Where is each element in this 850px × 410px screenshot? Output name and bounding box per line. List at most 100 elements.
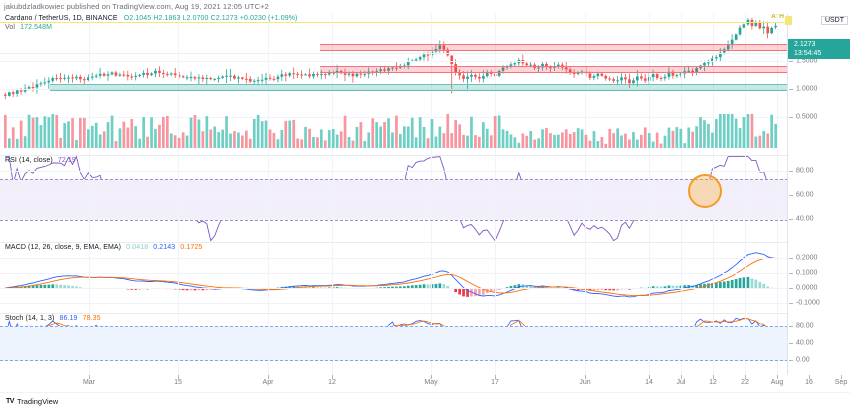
axis-tickmark	[789, 61, 793, 62]
time-axis-tickmark	[809, 375, 810, 379]
symbol-color-swatch	[785, 16, 792, 25]
gridline-h	[0, 195, 788, 196]
gridline-h	[0, 273, 788, 274]
price-legend-symbol[interactable]: Cardano / TetherUS, 1D, BINANCE	[5, 15, 118, 22]
current-price-time: 13:54:45	[794, 50, 822, 57]
price-tick-label: 1.5000	[796, 57, 818, 65]
gridline-v	[178, 242, 179, 313]
time-axis-label: Mar	[82, 379, 96, 386]
stochastic-plot-area[interactable]	[0, 313, 788, 375]
macd-tick-label: -0.1000	[796, 299, 820, 307]
macd-legend[interactable]: MACD (12, 26, close, 9, EMA, EMA) 0.0418…	[5, 244, 202, 251]
stoch-tick-label: 80.00	[796, 322, 814, 330]
gridline-v	[431, 313, 432, 375]
stoch-legend-k-value: 86.19	[59, 315, 78, 322]
gridline-v	[777, 155, 778, 242]
macd-legend-macd-value: 0.2143	[153, 244, 176, 251]
rsi-plot-area[interactable]	[0, 155, 788, 242]
support-zone[interactable]	[50, 84, 788, 91]
time-axis-tickmark	[745, 375, 746, 379]
macd-tick-label: 0.2000	[796, 254, 818, 262]
time-axis[interactable]: Mar 15 Apr 12 May 17 Jun 14 Jul 12 22 Aug 16 Sep	[0, 375, 850, 393]
gridline-v	[713, 242, 714, 313]
rsi-axis[interactable]: 80.00 60.00 40.00	[787, 155, 850, 242]
gridline-v	[585, 155, 586, 242]
time-axis-tickmark	[841, 375, 842, 379]
time-axis-label: 14	[645, 379, 653, 386]
rsi-legend-value: 72.19	[57, 157, 76, 164]
resistance-zone-upper[interactable]	[320, 44, 788, 51]
time-axis-tickmark	[332, 375, 333, 379]
tradingview-logo[interactable]: TV TradingView	[6, 397, 58, 406]
time-axis-label: 12	[328, 379, 336, 386]
gridline-v	[681, 242, 682, 313]
stoch-tick-label: 0.00	[796, 356, 810, 364]
gridline-v	[268, 313, 269, 375]
time-axis-label: Apr	[262, 379, 274, 386]
resistance-zone-lower[interactable]	[320, 66, 788, 73]
gridline-v	[495, 313, 496, 375]
volume-legend[interactable]: Vol 172.548M	[5, 24, 52, 31]
axis-tickmark	[789, 303, 793, 304]
gridline-h	[0, 288, 788, 289]
axis-tickmark	[789, 219, 793, 220]
stochastic-axis[interactable]: 80.00 40.00 0.00	[787, 313, 850, 375]
axis-tickmark	[789, 89, 793, 90]
axis-tickmark	[789, 343, 793, 344]
time-axis-label: 16	[805, 379, 813, 386]
price-legend[interactable]: Cardano / TetherUS, 1D, BINANCE O2.1045 …	[5, 15, 297, 22]
gridline-v	[178, 313, 179, 375]
price-axis[interactable]: USDT 2.1273 13:54:45 1.5000 1.0000 0.500…	[785, 14, 850, 155]
gridline-v	[713, 313, 714, 375]
macd-axis[interactable]: 0.2000 0.1000 0.0000 -0.1000	[787, 242, 850, 313]
time-axis-tickmark	[681, 375, 682, 379]
gridline-h	[0, 117, 788, 118]
price-pane[interactable]: ATH USDT 2.1273 13:54:45	[0, 14, 850, 156]
rsi-legend-label[interactable]: RSI (14, close)	[5, 157, 53, 164]
gridline-v	[268, 242, 269, 313]
gridline-v	[332, 155, 333, 242]
macd-legend-label[interactable]: MACD (12, 26, close, 9, EMA, EMA)	[5, 244, 122, 251]
stochastic-pane[interactable]: 80.00 40.00 0.00	[0, 313, 850, 376]
stoch-oversold-level	[0, 360, 788, 361]
stoch-legend-d-value: 78.35	[82, 315, 101, 322]
macd-tick-label: 0.1000	[796, 269, 818, 277]
tradingview-logo-word: TradingView	[16, 397, 59, 406]
macd-plot-area[interactable]	[0, 242, 788, 313]
rsi-tick-label: 40.00	[796, 215, 814, 223]
stoch-legend-label[interactable]: Stoch (14, 1, 3)	[5, 315, 55, 322]
rsi-highlight-circle-annotation[interactable]	[688, 174, 722, 208]
macd-legend-hist-value: 0.0418	[126, 244, 149, 251]
gridline-v	[332, 313, 333, 375]
time-axis-label: May	[424, 379, 438, 386]
gridline-v	[745, 313, 746, 375]
time-axis-tickmark	[268, 375, 269, 379]
axis-tickmark	[789, 117, 793, 118]
axis-tickmark	[789, 326, 793, 327]
time-axis-tickmark	[431, 375, 432, 379]
time-axis-tickmark	[495, 375, 496, 379]
stochastic-legend[interactable]: Stoch (14, 1, 3) 86.19 78.35	[5, 315, 101, 322]
price-plot-area[interactable]: ATH	[0, 14, 788, 155]
price-legend-ohlc: O2.1045 H2.1863 L2.0700 C2.1273 +0.0230 …	[123, 15, 298, 22]
time-axis-label: 17	[491, 379, 499, 386]
rsi-pane[interactable]: 80.00 60.00 40.00	[0, 155, 850, 243]
rsi-band	[0, 179, 788, 220]
gridline-v	[431, 242, 432, 313]
gridline-v	[745, 242, 746, 313]
time-axis-tickmark	[585, 375, 586, 379]
symbol-currency-badge[interactable]: USDT	[820, 16, 848, 25]
macd-pane[interactable]: 0.2000 0.1000 0.0000 -0.1000	[0, 242, 850, 314]
gridline-v	[495, 242, 496, 313]
stoch-tick-label: 40.00	[796, 339, 814, 347]
time-axis-tickmark	[777, 375, 778, 379]
gridline-h	[0, 89, 788, 90]
gridline-v	[89, 155, 90, 242]
gridline-v	[777, 313, 778, 375]
rsi-legend[interactable]: RSI (14, close) 72.19	[5, 157, 76, 164]
gridline-h	[0, 61, 788, 62]
macd-tick-label: 0.0000	[796, 284, 818, 292]
time-axis-tickmark	[178, 375, 179, 379]
price-tick-label: 0.5000	[796, 113, 818, 121]
rsi-oversold-level	[0, 220, 788, 221]
